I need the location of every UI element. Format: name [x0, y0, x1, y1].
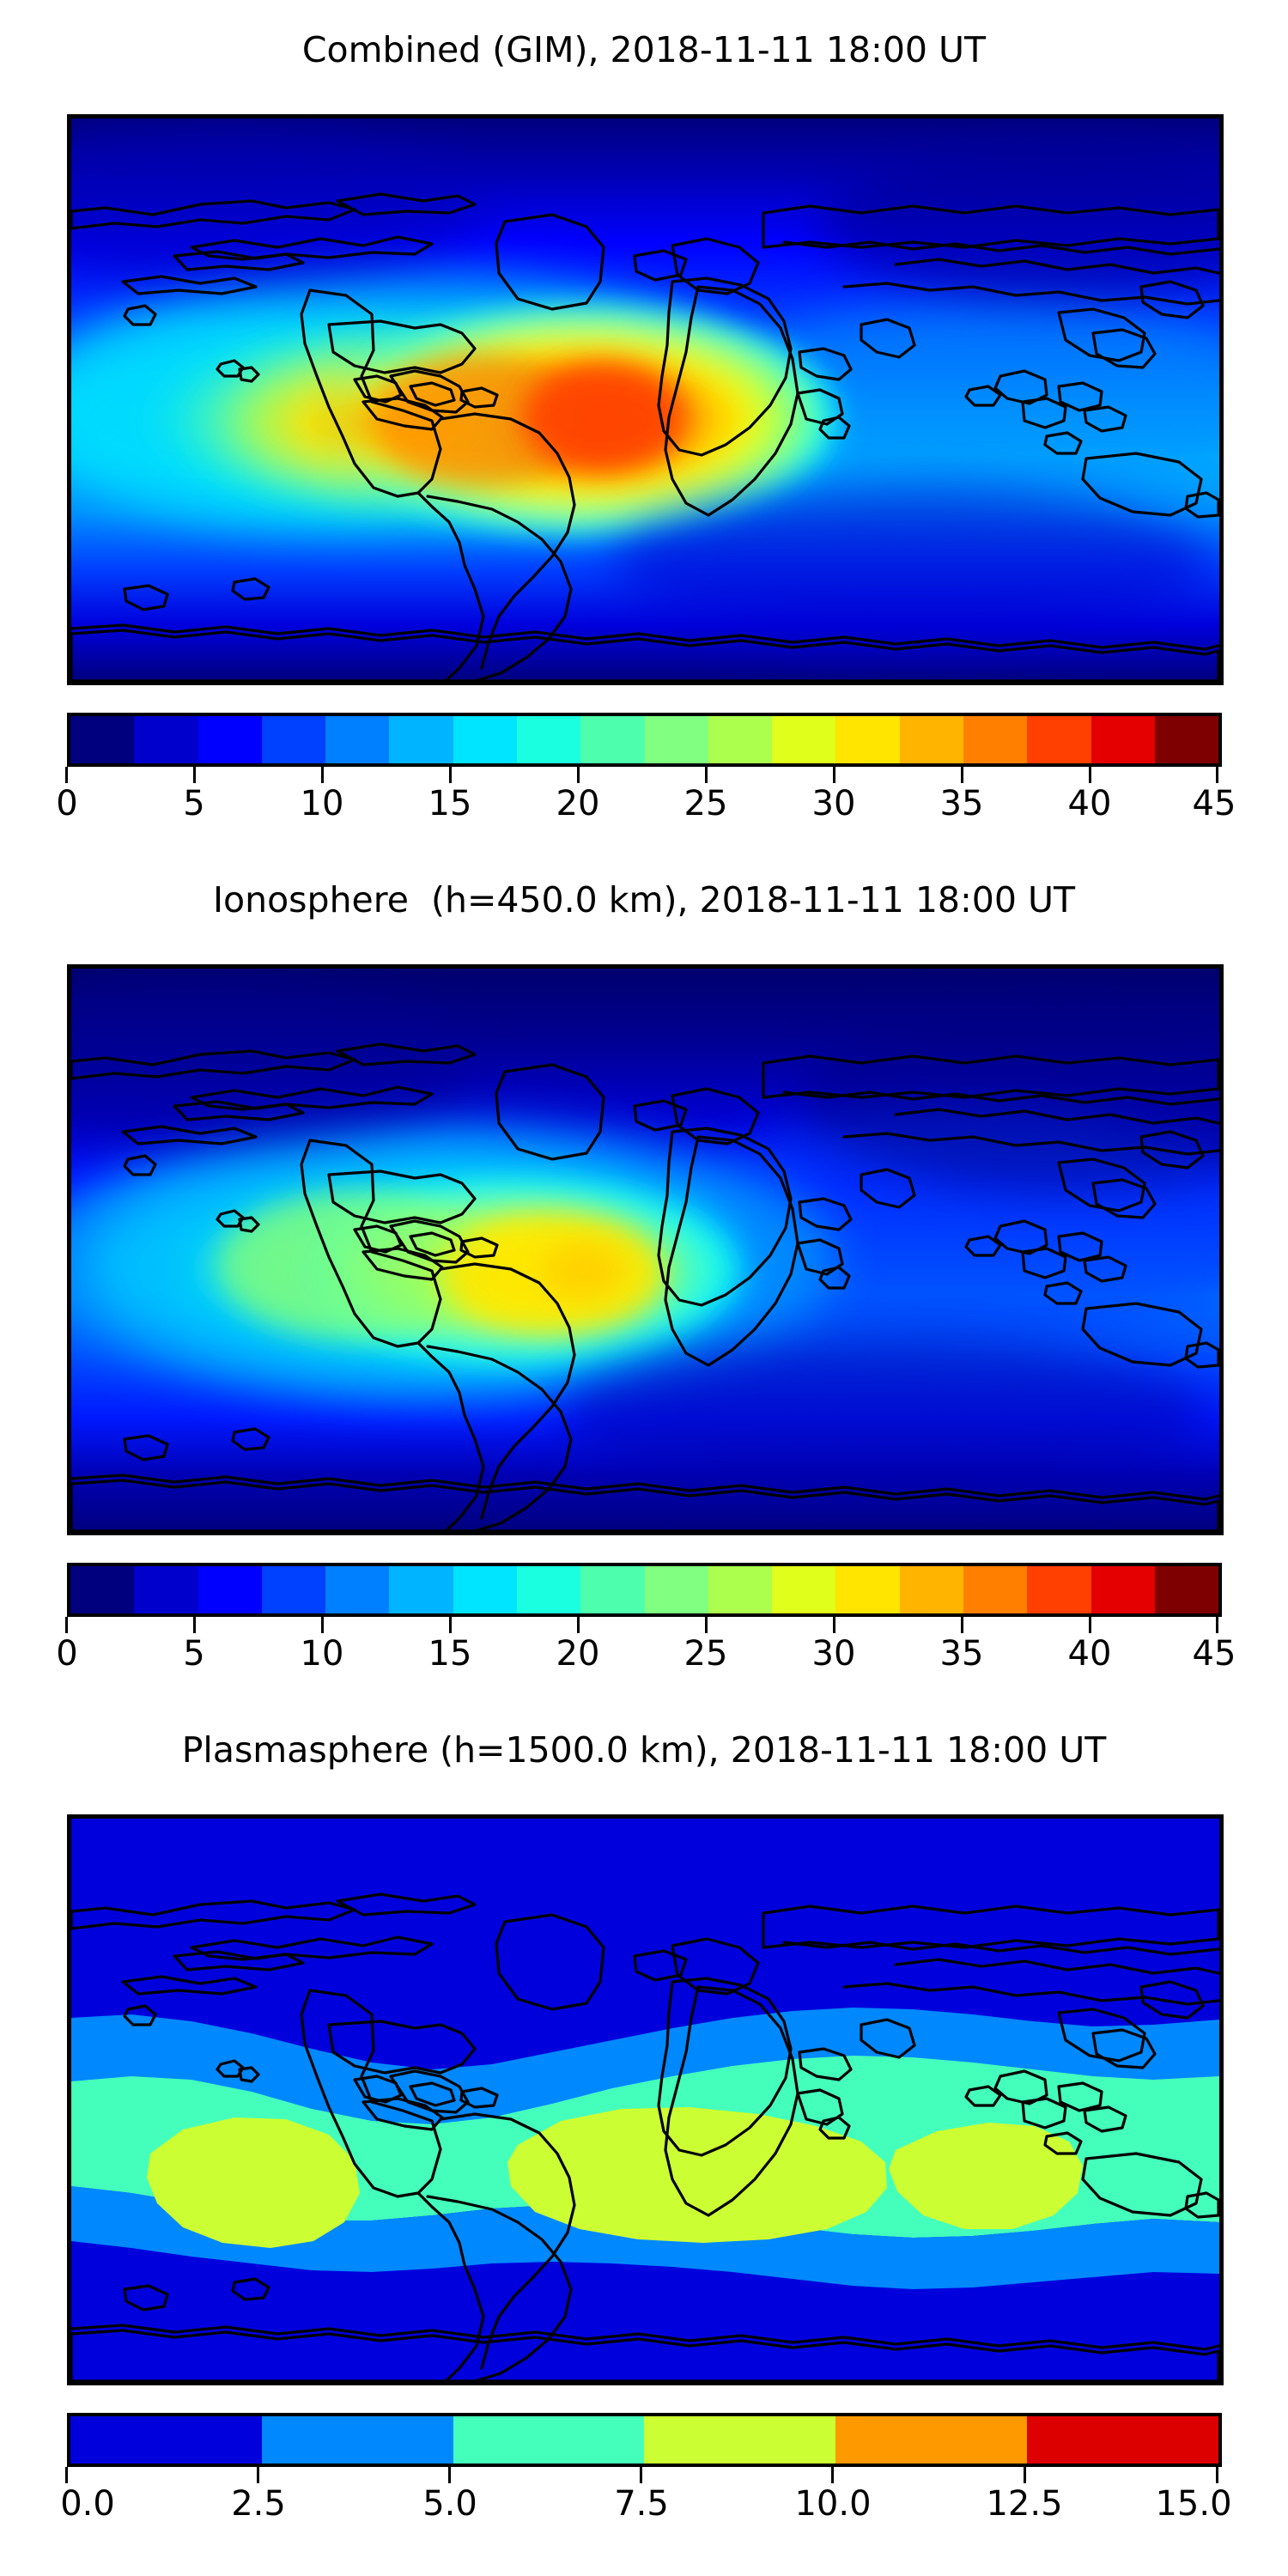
map-canvas-combined — [71, 118, 1219, 681]
panel-title-combined: Combined (GIM), 2018-11-11 18:00 UT — [301, 29, 987, 70]
cbar-tick-label: 7.5 — [614, 2484, 669, 2524]
cbar-tick-label: 20 — [556, 1634, 600, 1674]
colorbar-plasmasphere: 0.0 2.5 5.0 7.5 10.0 12.5 15.0 — [60, 2413, 1232, 2527]
cbar-tick-label: 45 — [1192, 1634, 1236, 1674]
panel-combined-gim: Combined (GIM), 2018-11-11 18:00 UT — [0, 0, 1288, 859]
cbar-tick-label: 35 — [939, 1634, 984, 1674]
coastlines-combined — [71, 192, 1219, 681]
cbar-tick-label: 10 — [300, 784, 344, 823]
cbar-tick-label: 40 — [1067, 1634, 1112, 1674]
cbar-tick-label: 25 — [683, 784, 728, 823]
cbar-tick-label: 30 — [811, 1634, 856, 1674]
map-combined-gim — [67, 114, 1224, 685]
colorbar-gradient-plasmasphere — [67, 2413, 1222, 2467]
colorbar-ticklabels-combined: 0 5 10 15 20 25 30 35 40 45 — [56, 784, 1236, 827]
colorbar-combined: 0 5 10 15 20 25 30 35 40 45 — [56, 713, 1236, 827]
map-plasmasphere — [67, 1814, 1224, 2385]
colorbar-ionosphere: 0 5 10 15 20 25 30 35 40 45 — [56, 1563, 1236, 1677]
contour-core-east-pacific — [147, 2117, 360, 2248]
cbar-tick-label: 35 — [939, 784, 984, 823]
cbar-tick-label: 30 — [811, 784, 856, 823]
cbar-tick-label: 10 — [300, 1634, 344, 1674]
panel-ionosphere: Ionosphere (h=450.0 km), 2018-11-11 18:0… — [0, 850, 1288, 1709]
colorbar-gradient-ionosphere — [67, 1563, 1222, 1617]
colorbar-ticks-combined — [64, 767, 1218, 784]
map-ionosphere — [67, 964, 1224, 1535]
cbar-tick-label: 15 — [428, 1634, 472, 1674]
colorbar-ticklabels-plasmasphere: 0.0 2.5 5.0 7.5 10.0 12.5 15.0 — [60, 2484, 1231, 2527]
cbar-tick-label: 0.0 — [60, 2484, 115, 2524]
panel-title-ionosphere: Ionosphere (h=450.0 km), 2018-11-11 18:0… — [212, 879, 1076, 920]
coastlines-ionosphere — [71, 1042, 1219, 1531]
map-canvas-ionosphere — [71, 969, 1219, 1531]
cbar-tick-label: 5 — [183, 1634, 205, 1674]
cbar-tick-label: 5 — [183, 784, 205, 823]
cbar-tick-label: 10.0 — [794, 2484, 872, 2524]
colorbar-ticklabels-ionosphere: 0 5 10 15 20 25 30 35 40 45 — [56, 1634, 1236, 1677]
cbar-tick-label: 5.0 — [422, 2484, 477, 2524]
cbar-tick-label: 0 — [56, 1634, 78, 1674]
colorbar-ticks-ionosphere — [64, 1617, 1218, 1634]
cbar-tick-label: 15.0 — [1155, 2484, 1232, 2524]
cbar-tick-label: 12.5 — [986, 2484, 1063, 2524]
cbar-tick-label: 0 — [56, 784, 78, 823]
cbar-tick-label: 45 — [1192, 784, 1236, 823]
colorbar-ticks-plasmasphere — [64, 2467, 1218, 2484]
cbar-tick-label: 2.5 — [231, 2484, 286, 2524]
colorbar-gradient-combined — [67, 713, 1222, 767]
contour-core-indian — [889, 2123, 1083, 2229]
cbar-tick-label: 20 — [556, 784, 600, 823]
panel-plasmasphere: Plasmasphere (h=1500.0 km), 2018-11-11 1… — [0, 1700, 1288, 2576]
cbar-tick-label: 15 — [428, 784, 472, 823]
map-canvas-plasmasphere — [71, 1819, 1219, 2381]
cbar-tick-label: 40 — [1067, 784, 1112, 823]
cbar-tick-label: 25 — [683, 1634, 728, 1674]
contour-core-africa — [507, 2107, 887, 2243]
coastlines-plasmasphere — [71, 1893, 1219, 2381]
panel-title-plasmasphere: Plasmasphere (h=1500.0 km), 2018-11-11 1… — [181, 1729, 1107, 1771]
